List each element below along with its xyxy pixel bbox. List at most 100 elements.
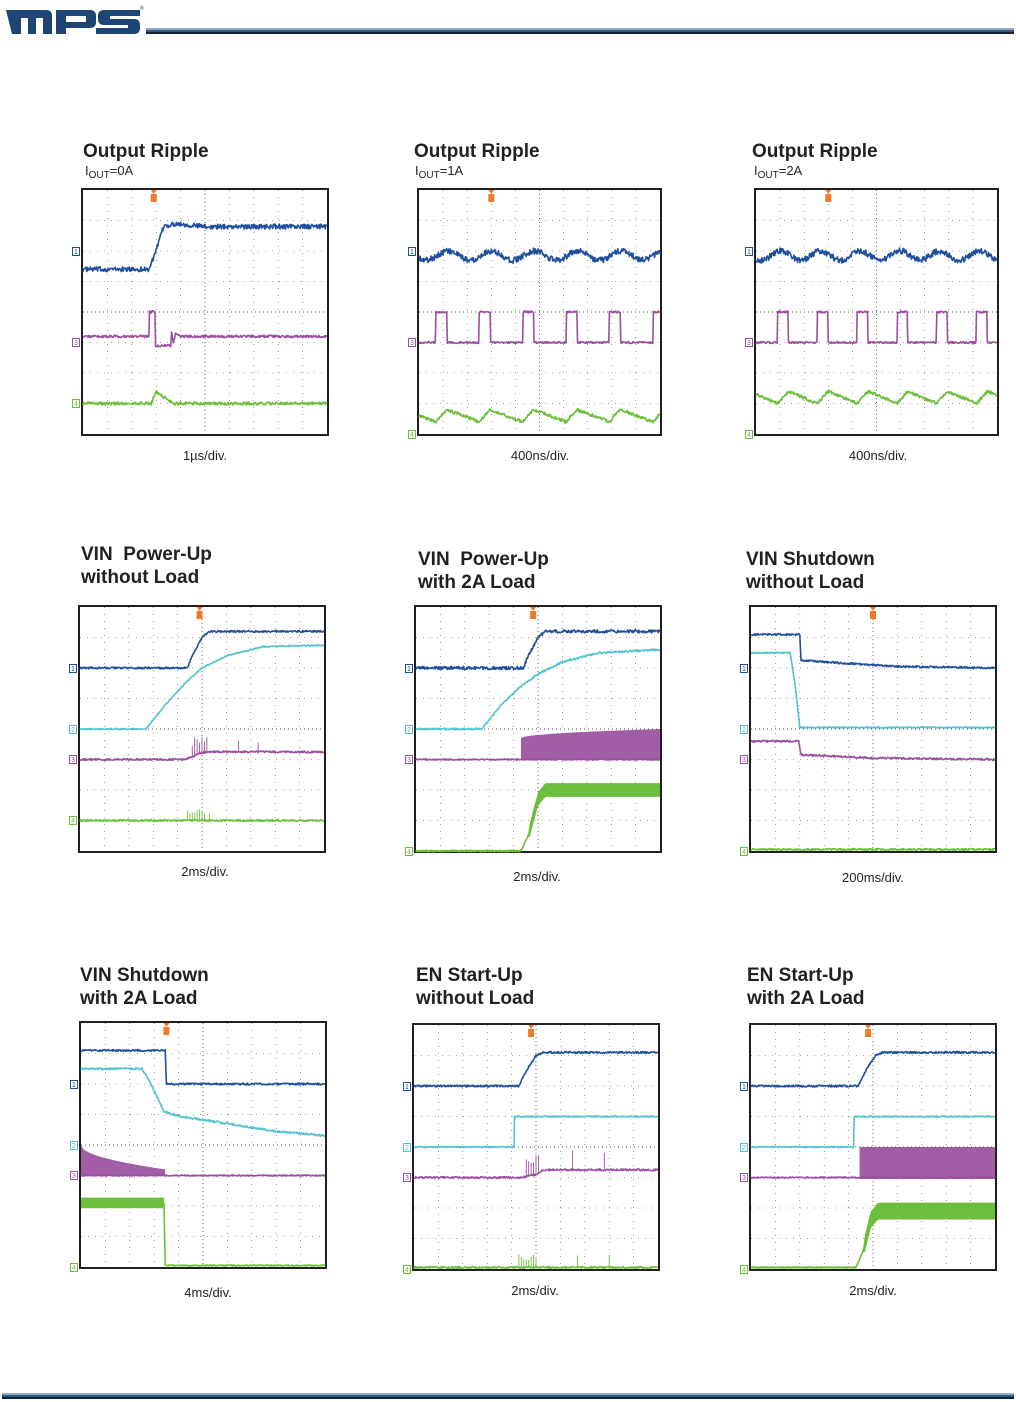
trace-ch4 [418,407,661,424]
channel-3-ref-marker: 3 [69,755,77,764]
trigger-arrow-icon [163,1023,170,1027]
trigger-arrow-icon [528,1025,535,1029]
trace-line [80,1201,326,1267]
trigger-arrow-icon [825,190,832,194]
chart-title: Output Ripple [414,141,540,162]
grid [419,190,660,434]
channel-4-ref-marker: 4 [69,816,77,825]
trace-ch1 [79,629,325,670]
subtitle-symbol: I [415,163,419,178]
scope-screen [414,605,662,853]
trace-line [413,1115,659,1149]
trigger-marker [528,1025,535,1037]
switching-band [520,729,660,760]
scope-plot [415,607,661,853]
footer-rule [2,1393,1014,1399]
scope-plot [82,190,328,434]
trace-ch4 [755,389,998,406]
trace-line [755,310,998,345]
trace-ch1 [80,1048,326,1086]
trigger-marker [196,607,203,619]
trigger-t-icon [488,194,495,202]
trace-line [82,390,328,406]
channel-2-ref-marker: 2 [403,1142,411,1152]
scope-plot [80,1023,326,1267]
scope-screen [412,1023,660,1271]
timebase-label: 2ms/div. [511,1283,559,1298]
channel-1-ref-marker: 1 [405,663,413,673]
channel-4-ref-marker: 4 [405,846,413,856]
scope-screen [749,605,997,853]
channel-4-ref-marker: 4 [745,429,753,439]
trace-line [750,1115,996,1149]
chart-title: Output Ripple [752,141,878,162]
trace-ch1 [755,247,998,264]
trace-line [418,310,661,345]
trace-line [750,1209,996,1269]
mps-logo: ® [6,5,144,34]
scope-screen [749,1023,997,1271]
trigger-marker [865,1025,872,1037]
channel-3-ref-marker: 3 [740,755,748,764]
trace-ch4 [750,1202,996,1269]
channel-3-ref-marker: 3 [740,1173,748,1182]
trace-ch1 [413,1050,659,1088]
channel-4-ref-marker: 4 [740,1264,748,1274]
timebase-label: 4ms/div. [184,1285,232,1300]
scope-plot [418,190,661,434]
channel-2-ref-marker: 2 [740,1142,748,1152]
trace-line [79,629,325,670]
chart-subtitle: IOUT=0A [85,163,133,181]
channel-4-ref-marker: 4 [70,1262,78,1272]
scope-screen [754,188,999,436]
scope-plot [755,190,998,434]
chart-title: Output Ripple [83,141,209,162]
trace-ch3 [82,310,328,348]
scope-screen [417,188,662,436]
chart-title: VIN Shutdown without Load [746,549,875,593]
trigger-t-icon [825,194,832,202]
timebase-label: 2ms/div. [849,1283,897,1298]
trace-line [80,1066,326,1138]
trace-ch3 [750,1147,996,1180]
subtitle-value: =1A [439,163,464,178]
trace-ch4 [750,847,996,852]
channel-4-ref-marker: 4 [403,1264,411,1274]
channel-2-ref-marker: 2 [405,724,413,734]
trigger-t-icon [865,1029,872,1037]
grid [751,607,995,851]
chart-subtitle: IOUT=2A [754,163,802,181]
trigger-arrow-icon [150,190,157,194]
trace-line [79,818,325,823]
trace-ch1 [750,632,996,670]
trigger-arrow-icon [488,190,495,194]
chart-title: EN Start-Up with 2A Load [747,965,865,1009]
subtitle-subscript: OUT [757,170,779,181]
subtitle-subscript: OUT [418,170,440,181]
trigger-marker [530,607,537,619]
chart-title: VIN Power-Up with 2A Load [418,549,549,593]
ripple-band [416,783,660,852]
svg-text:®: ® [140,5,144,12]
trace-line [750,847,996,852]
ripple-band [751,1202,995,1269]
trace-line [79,750,325,762]
trace-ch3 [750,739,996,762]
channel-4-ref-marker: 4 [740,846,748,856]
trigger-t-icon [528,1029,535,1037]
channel-1-ref-marker: 1 [740,663,748,673]
trigger-t-icon [870,611,876,619]
trigger-marker [163,1023,170,1035]
header-rule [146,28,1014,34]
trace-line [755,247,998,264]
trace-line [413,1050,659,1088]
scope-screen [81,188,329,436]
trace-ch3 [413,1150,659,1180]
chart-subtitle: IOUT=1A [415,163,463,181]
channel-4-ref-marker: 4 [72,399,80,408]
trace-line [80,1174,326,1177]
trace-line [79,643,325,731]
grid [81,1023,325,1267]
trace-ch4 [79,809,325,823]
channel-3-ref-marker: 3 [405,755,413,764]
